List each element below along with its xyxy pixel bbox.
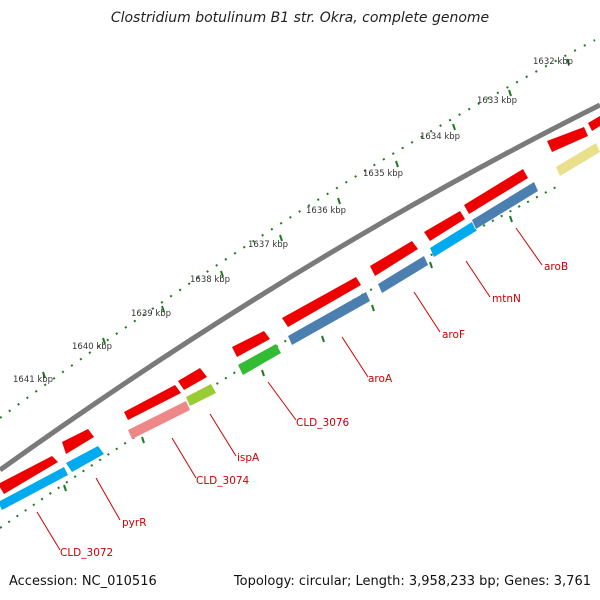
gene-label-ispA: ispA: [237, 452, 260, 464]
cds-bar: [556, 143, 600, 176]
label-connectors: [36, 227, 543, 551]
cds-bars[interactable]: [0, 143, 600, 510]
cds-bar: [288, 292, 370, 345]
gene-arrow: [62, 429, 94, 454]
gene-arrow: [588, 116, 600, 131]
cds-bar: [66, 446, 104, 472]
gene-label-CLD_3076: CLD_3076: [296, 417, 350, 429]
cds-bar: [128, 401, 190, 439]
gene-label-pyrR: pyrR: [122, 517, 147, 529]
gene-arrow: [0, 456, 58, 494]
gene-label-CLD_3074: CLD_3074: [196, 475, 250, 487]
gene-arrows[interactable]: [0, 116, 600, 494]
gene-arrow: [232, 331, 270, 357]
gene-label-aroF: aroF: [442, 329, 465, 341]
kbp-label: 1639 kbp: [131, 309, 171, 319]
gene-label-aroB: aroB: [544, 261, 568, 273]
cds-bar: [238, 344, 281, 375]
kbp-labels: 1632 kbp 1633 kbp 1634 kbp 1635 kbp 1636…: [13, 57, 573, 385]
cds-bar: [472, 182, 538, 229]
cds-bar: [378, 256, 428, 293]
gene-arrow: [370, 241, 418, 276]
genome-stats-text: Topology: circular; Length: 3,958,233 bp…: [233, 574, 591, 589]
accession-text: Accession: NC_010516: [9, 574, 157, 589]
inner-major-ticks: [63, 215, 513, 492]
gene-labels[interactable]: aroB mtnN aroF aroA CLD_3076 ispA CLD_30…: [60, 261, 568, 559]
gene-arrow: [178, 368, 207, 390]
kbp-label: 1632 kbp: [533, 57, 573, 67]
cds-bar: [186, 384, 216, 406]
gene-arrow: [282, 277, 361, 327]
gene-label-mtnN: mtnN: [492, 293, 521, 305]
map-title: Clostridium botulinum B1 str. Okra, comp…: [110, 10, 490, 26]
kbp-label: 1640 kbp: [72, 342, 112, 352]
gene-label-aroA: aroA: [368, 373, 393, 385]
cds-bar: [430, 222, 476, 257]
kbp-label: 1634 kbp: [420, 132, 460, 142]
kbp-label: 1636 kbp: [306, 206, 346, 216]
major-ticks: [42, 58, 570, 379]
gene-arrow: [547, 127, 588, 152]
kbp-label: 1635 kbp: [363, 169, 403, 179]
genome-backbone: [0, 102, 600, 473]
gene-arrow: [424, 211, 465, 241]
gene-arrow: [464, 169, 528, 214]
kbp-label: 1641 kbp: [13, 375, 53, 385]
gene-arrow: [124, 385, 181, 420]
cds-bar: [0, 467, 68, 510]
gene-label-CLD_3072: CLD_3072: [60, 547, 113, 559]
inner-tick-ring: [0, 184, 561, 529]
kbp-label: 1638 kbp: [190, 275, 230, 285]
kbp-label: 1637 kbp: [248, 240, 288, 250]
kbp-label: 1633 kbp: [477, 96, 517, 106]
